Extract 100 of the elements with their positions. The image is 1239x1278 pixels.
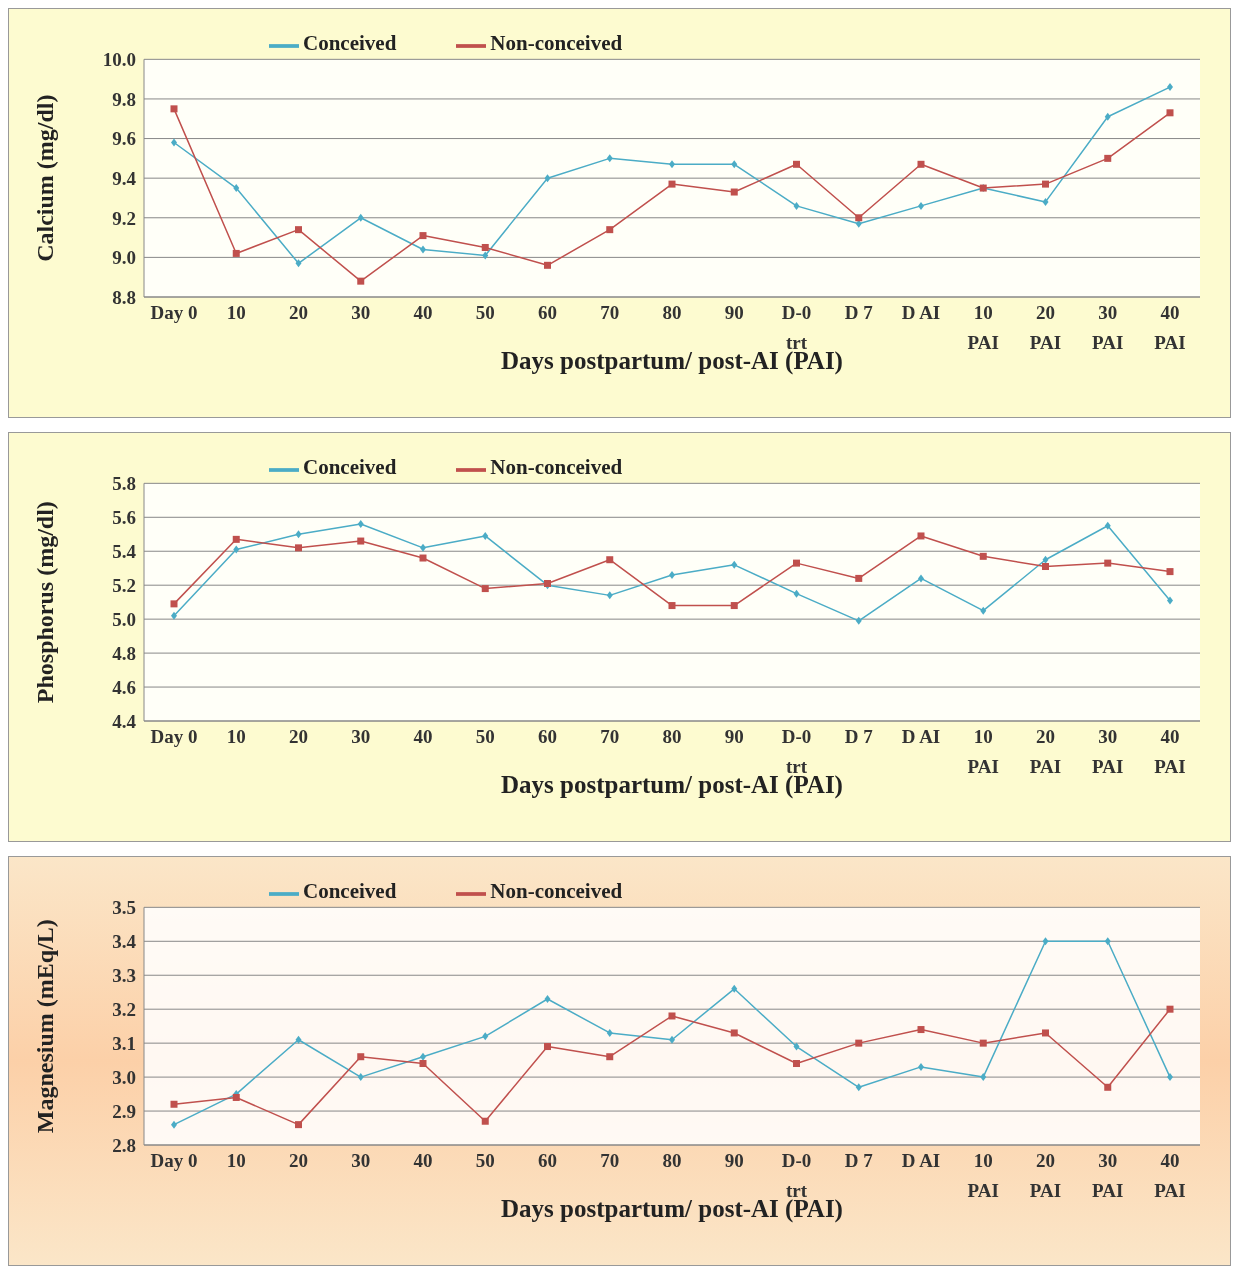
y-tick-label: 4.6 bbox=[112, 676, 136, 698]
point bbox=[544, 995, 551, 1003]
point bbox=[917, 1026, 925, 1034]
y-tick-label: 5.0 bbox=[112, 608, 136, 630]
point bbox=[980, 1073, 987, 1082]
x-tick-label: 90 bbox=[724, 1150, 744, 1171]
point bbox=[295, 1035, 302, 1044]
x-tick-label: D AI bbox=[901, 302, 941, 323]
point bbox=[1104, 937, 1111, 946]
point bbox=[357, 1053, 365, 1061]
point bbox=[668, 1012, 676, 1020]
y-tick-label: 10.0 bbox=[102, 49, 136, 71]
x-tick-label: 50 bbox=[475, 1150, 495, 1171]
y-axis-title: Magnesium (mEq/L) bbox=[31, 919, 58, 1134]
x-tick-label: 20 PAI bbox=[1029, 1150, 1062, 1201]
x-tick-label: 80 bbox=[662, 726, 682, 747]
x-tick-label: D 7 bbox=[844, 726, 874, 747]
y-tick-label: 9.8 bbox=[112, 88, 136, 110]
point bbox=[606, 1028, 613, 1037]
x-tick-label: 20 bbox=[289, 1150, 308, 1171]
point bbox=[232, 249, 240, 257]
x-tick-label: 30 PAI bbox=[1092, 302, 1124, 353]
point bbox=[917, 160, 925, 168]
x-tick-label: D 7 bbox=[844, 302, 874, 323]
point bbox=[606, 556, 614, 564]
point bbox=[295, 530, 302, 539]
y-tick-label: 4.4 bbox=[112, 710, 137, 732]
y-tick-label: 5.4 bbox=[112, 540, 137, 562]
point bbox=[1104, 1083, 1112, 1091]
point bbox=[669, 571, 675, 579]
point bbox=[979, 1039, 987, 1047]
point bbox=[481, 243, 489, 251]
point bbox=[357, 520, 364, 529]
point bbox=[1104, 154, 1112, 162]
x-tick-label: 20 bbox=[289, 302, 308, 323]
point bbox=[482, 531, 489, 540]
point bbox=[668, 180, 676, 188]
point bbox=[917, 532, 925, 540]
legend-label: Non-conceived bbox=[490, 455, 623, 479]
point bbox=[482, 1032, 489, 1041]
point bbox=[606, 1053, 614, 1061]
x-tick-label: 10 PAI bbox=[967, 302, 999, 353]
y-tick-label: 3.0 bbox=[112, 1066, 136, 1088]
point bbox=[295, 544, 302, 552]
x-tick-label: D 7 bbox=[844, 1150, 874, 1171]
point bbox=[855, 1083, 862, 1092]
x-tick-label: 30 PAI bbox=[1092, 1150, 1124, 1201]
point bbox=[731, 984, 738, 993]
point bbox=[1042, 937, 1049, 946]
point bbox=[1042, 197, 1049, 206]
point bbox=[482, 251, 489, 260]
point bbox=[1166, 1005, 1174, 1013]
point bbox=[606, 226, 614, 234]
y-axis-title: Phosphorus (mg/dl) bbox=[31, 501, 58, 704]
point bbox=[1042, 180, 1049, 188]
point bbox=[170, 1100, 178, 1108]
point bbox=[481, 585, 489, 593]
x-tick-label: 40 bbox=[413, 302, 433, 323]
x-tick-label: 90 bbox=[724, 302, 744, 323]
x-tick-label: Day 0 bbox=[150, 726, 198, 747]
point bbox=[730, 602, 738, 610]
legend-label: Non-conceived bbox=[490, 879, 623, 903]
x-tick-label: 80 bbox=[662, 1150, 682, 1171]
point bbox=[170, 105, 178, 113]
y-tick-label: 4.8 bbox=[112, 642, 136, 664]
point bbox=[481, 1117, 489, 1125]
x-tick-label: 60 bbox=[538, 726, 557, 747]
point bbox=[730, 1029, 738, 1037]
point bbox=[419, 1060, 427, 1068]
point bbox=[668, 602, 676, 610]
y-tick-label: 9.0 bbox=[112, 247, 136, 269]
point bbox=[357, 277, 365, 285]
x-tick-label: 40 PAI bbox=[1154, 302, 1186, 353]
point bbox=[855, 214, 863, 222]
x-tick-label: 10 PAI bbox=[967, 726, 999, 777]
y-tick-label: 8.8 bbox=[112, 286, 136, 308]
x-tick-label: Day 0 bbox=[150, 302, 198, 323]
point bbox=[606, 591, 613, 600]
x-tick-label: 60 bbox=[538, 302, 557, 323]
point bbox=[793, 589, 800, 598]
x-tick-label: 20 PAI bbox=[1029, 302, 1062, 353]
point bbox=[731, 560, 738, 569]
point bbox=[1042, 555, 1049, 564]
point bbox=[1104, 112, 1111, 121]
point bbox=[979, 552, 987, 560]
point bbox=[544, 261, 551, 269]
x-tick-label: 70 bbox=[600, 302, 620, 323]
legend-label: Conceived bbox=[303, 455, 397, 479]
y-tick-label: 9.2 bbox=[112, 207, 136, 229]
x-tick-label: 60 bbox=[538, 1150, 557, 1171]
x-tick-label: 10 PAI bbox=[967, 1150, 999, 1201]
point bbox=[1104, 559, 1112, 567]
point bbox=[793, 559, 800, 567]
point bbox=[1166, 568, 1174, 576]
y-tick-label: 3.2 bbox=[112, 998, 136, 1020]
x-tick-label: 20 PAI bbox=[1029, 726, 1062, 777]
x-tick-label: 40 PAI bbox=[1154, 726, 1186, 777]
y-tick-label: 3.4 bbox=[112, 931, 137, 953]
x-tick-label: D AI bbox=[901, 726, 941, 747]
y-tick-label: 9.4 bbox=[112, 167, 137, 189]
